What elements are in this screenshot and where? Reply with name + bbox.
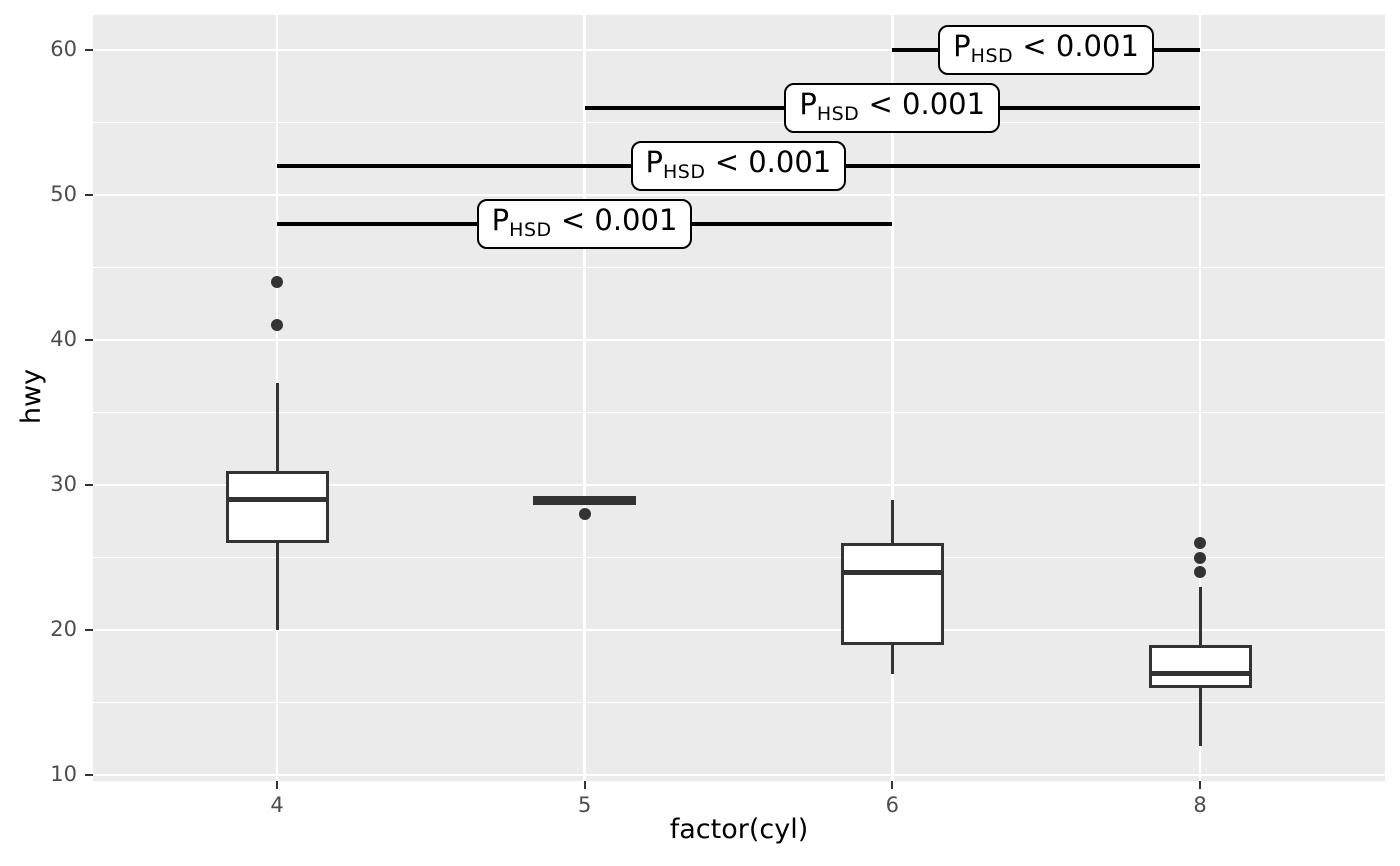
boxplot-box-8: [1148, 644, 1252, 689]
y-axis-tick: [85, 48, 93, 51]
significance-label: PHSD < 0.001: [938, 24, 1154, 75]
significance-label-main: P: [799, 86, 817, 121]
minor-gridline: [93, 121, 1385, 123]
major-gridline: [93, 48, 1385, 52]
y-axis-tick: [85, 338, 93, 341]
outlier-point: [271, 319, 283, 332]
x-tick-label: 6: [885, 793, 900, 817]
significance-label-main: P: [491, 202, 510, 237]
significance-label: PHSD < 0.001: [630, 140, 847, 191]
major-gridline: [93, 483, 1385, 487]
y-tick-label: 50: [50, 181, 77, 206]
boxplot-median-5: [536, 498, 634, 504]
y-axis-title: hwy: [16, 368, 48, 425]
minor-gridline: [93, 702, 1385, 704]
outlier-point: [1194, 566, 1206, 579]
x-axis-tick: [891, 781, 894, 789]
significance-label-rest: < 0.001: [705, 144, 832, 179]
x-axis-tick: [276, 781, 278, 789]
y-tick-label: 20: [50, 617, 77, 642]
x-tick-label: 8: [1193, 793, 1207, 817]
major-gridline-vertical: [583, 15, 586, 781]
major-gridline-vertical: [1198, 15, 1202, 781]
minor-gridline: [93, 411, 1385, 414]
x-axis-tick: [583, 781, 586, 789]
x-axis-tick: [1199, 781, 1201, 789]
y-axis-tick: [85, 774, 93, 777]
minor-gridline: [93, 266, 1385, 269]
significance-label: PHSD < 0.001: [476, 198, 693, 249]
major-gridline: [93, 193, 1385, 197]
major-gridline: [93, 773, 1385, 777]
y-tick-label: 10: [50, 762, 77, 787]
significance-label: PHSD < 0.001: [784, 82, 1001, 133]
y-axis-tick: [85, 484, 93, 487]
major-gridline-vertical: [891, 15, 894, 781]
major-gridline: [93, 628, 1385, 632]
outlier-point: [1194, 551, 1206, 564]
significance-label-main: P: [645, 144, 664, 179]
x-axis-title: factor(cyl): [669, 814, 809, 845]
x-tick-label: 4: [270, 793, 284, 817]
outlier-point: [1194, 537, 1206, 550]
boxplot-median-4: [228, 497, 326, 503]
y-axis-tick: [85, 629, 93, 632]
plot-panel: PHSD < 0.001 PHSD < 0.001 PHSD < 0.001 PHSD…: [93, 15, 1385, 781]
boxplot-box-6: [840, 543, 944, 645]
significance-label-subscript: HSD: [663, 160, 706, 183]
y-tick-label: 30: [50, 472, 77, 497]
significance-label-subscript: HSD: [509, 218, 552, 241]
significance-label-subscript: HSD: [970, 44, 1014, 67]
boxplot-box-4: [225, 470, 329, 544]
x-tick-label: 5: [577, 793, 592, 817]
y-axis-tick: [85, 193, 93, 196]
significance-label-rest: < 0.001: [1013, 28, 1139, 63]
y-tick-label: 60: [50, 36, 77, 61]
minor-gridline: [93, 556, 1385, 559]
boxplot-median-8: [1151, 671, 1249, 677]
y-tick-label: 40: [50, 326, 77, 351]
significance-label-rest: < 0.001: [859, 86, 986, 121]
significance-label-rest: < 0.001: [551, 202, 678, 237]
outlier-point: [271, 275, 283, 288]
outlier-point: [578, 508, 591, 521]
significance-label-subscript: HSD: [816, 102, 860, 125]
major-gridline: [93, 338, 1385, 342]
boxplot-median-6: [843, 569, 941, 575]
significance-label-main: P: [953, 28, 971, 63]
